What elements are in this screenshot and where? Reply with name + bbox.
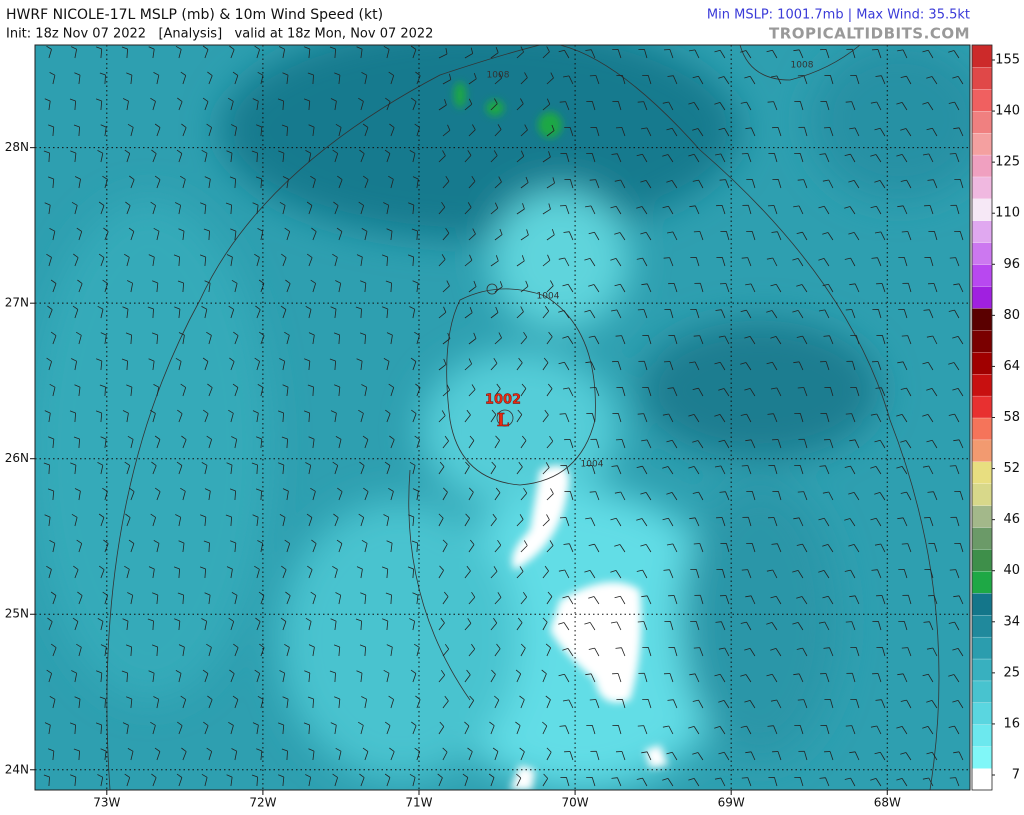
lat-tick-label: 25N <box>5 607 29 621</box>
colorbar-tick-label: 58 <box>1003 410 1020 425</box>
colorbar-bin <box>971 307 993 331</box>
colorbar-bin <box>971 351 993 375</box>
colorbar-bin <box>971 220 993 243</box>
colorbar-tick-label: 52 <box>1003 461 1020 476</box>
site-name: TROPICALTIDBITS.COM <box>769 25 970 43</box>
colorbar-bin <box>971 614 993 638</box>
colorbar-tick-label: 110 <box>995 206 1020 221</box>
lon-tick-label: 71W <box>405 796 432 810</box>
lat-tick-label: 26N <box>5 451 29 465</box>
colorbar-bin <box>971 658 993 682</box>
lon-tick-label: 72W <box>249 796 276 810</box>
stats: Min MSLP: 1001.7mb | Max Wind: 35.5kt <box>707 8 970 23</box>
isobar-label: 1008 <box>487 71 510 81</box>
colorbar-bin <box>971 461 993 484</box>
colorbar-bin <box>971 44 993 68</box>
low-symbol: L <box>497 410 510 431</box>
wind-field <box>35 45 970 790</box>
colorbar-tick-label: 155 <box>995 53 1020 68</box>
lat-tick-label: 24N <box>5 762 29 776</box>
colorbar-bin <box>971 242 993 265</box>
title: HWRF NICOLE-17L MSLP (mb) & 10m Wind Spe… <box>6 7 383 23</box>
colorbar-bin <box>971 570 993 594</box>
colorbar-bin <box>971 263 993 287</box>
colorbar-bin <box>971 329 993 353</box>
lon-tick-label: 68W <box>874 796 901 810</box>
colorbar-bin <box>971 132 993 156</box>
colorbar-bin <box>971 154 993 178</box>
colorbar-bin <box>971 767 993 791</box>
colorbar-bin <box>971 417 993 441</box>
colorbar-bin <box>971 724 993 747</box>
colorbar-bin <box>971 702 993 725</box>
colorbar-bin <box>971 176 993 200</box>
colorbar-bin <box>971 88 993 112</box>
colorbar-bin <box>971 592 993 616</box>
colorbar-bin <box>971 439 993 462</box>
colorbar-bin <box>971 66 993 90</box>
colorbar-bin <box>971 746 993 769</box>
isobar-label: 1004 <box>537 292 560 302</box>
graticule <box>35 45 970 790</box>
isobar-label: 1008 <box>791 61 814 71</box>
colorbar-bin <box>971 548 993 572</box>
axes: 73W 72W 71W 70W 69W 68W 24N 25N 26N 27N 28N <box>5 140 901 809</box>
lat-tick-label: 28N <box>5 140 29 154</box>
colorbar-bin <box>971 373 993 397</box>
colorbar-tick-label: 80 <box>1003 308 1020 323</box>
lon-tick-label: 70W <box>562 796 589 810</box>
lon-tick-label: 73W <box>93 796 120 810</box>
colorbar: 7 16 25 34 40 46 52 58 64 80 96 110 125 140 155 <box>971 44 1020 791</box>
colorbar-tick-label: 125 <box>995 155 1020 170</box>
colorbar-tick-label: 40 <box>1003 563 1020 578</box>
isobars <box>106 45 940 790</box>
isobar-label: 1004 <box>581 460 604 470</box>
colorbar-bin <box>971 285 993 309</box>
lon-tick-label: 69W <box>718 796 745 810</box>
subtitle: Init: 18z Nov 07 2022 [Analysis] valid a… <box>6 27 433 42</box>
low-pressure-value: 1002 <box>485 393 521 408</box>
colorbar-bin <box>971 198 993 221</box>
colorbar-bin <box>971 504 993 528</box>
map: 1008 1008 1004 1004 1002 L <box>35 45 970 790</box>
colorbar-tick-label: 16 <box>1003 716 1020 731</box>
colorbar-tick-label: 7 <box>1012 768 1020 783</box>
colorbar-bin <box>971 483 993 506</box>
colorbar-bin <box>971 526 993 550</box>
colorbar-bin <box>971 110 993 134</box>
colorbar-tick-label: 46 <box>1003 512 1020 527</box>
map-frame <box>34 44 971 791</box>
colorbar-bin <box>971 636 993 660</box>
colorbar-bin <box>971 680 993 704</box>
colorbar-tick-label: 96 <box>1003 257 1020 272</box>
colorbar-tick-label: 25 <box>1003 665 1020 680</box>
wind-barbs <box>43 45 964 787</box>
colorbar-tick-label: 140 <box>995 104 1020 119</box>
colorbar-bin <box>971 395 993 419</box>
colorbar-tick-label: 34 <box>1003 614 1020 629</box>
lat-tick-label: 27N <box>5 296 29 310</box>
colorbar-tick-label: 64 <box>1003 359 1020 374</box>
